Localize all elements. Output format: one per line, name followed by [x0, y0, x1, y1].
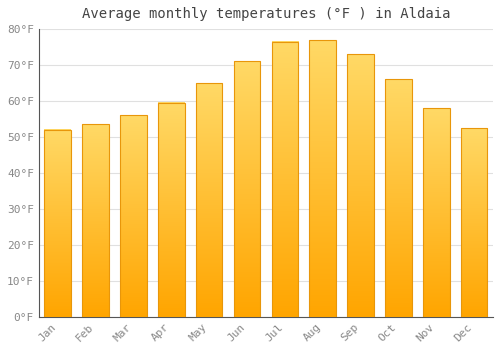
- Bar: [272, 42, 298, 317]
- Bar: [234, 62, 260, 317]
- Bar: [158, 103, 184, 317]
- Bar: [310, 40, 336, 317]
- Bar: [423, 108, 450, 317]
- Bar: [120, 116, 146, 317]
- Bar: [82, 124, 109, 317]
- Bar: [44, 130, 71, 317]
- Bar: [385, 79, 411, 317]
- Bar: [196, 83, 222, 317]
- Title: Average monthly temperatures (°F ) in Aldaia: Average monthly temperatures (°F ) in Al…: [82, 7, 450, 21]
- Bar: [461, 128, 487, 317]
- Bar: [348, 54, 374, 317]
